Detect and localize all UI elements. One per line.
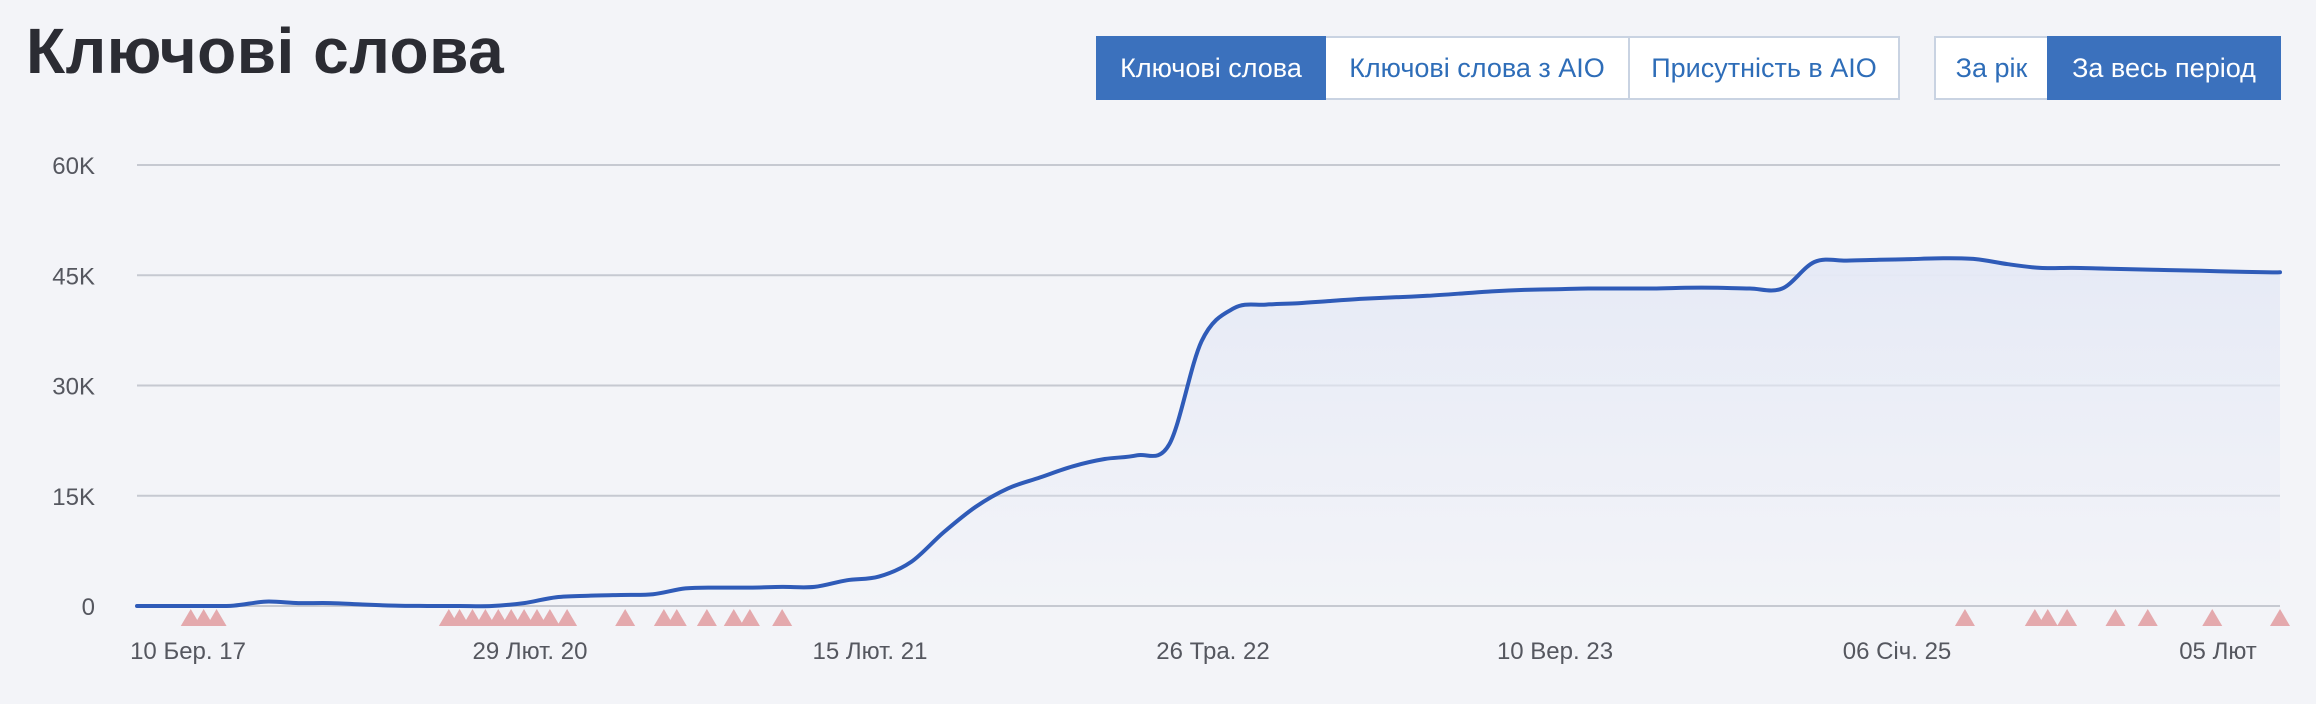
update-marker[interactable] bbox=[206, 609, 227, 626]
y-tick-label: 60K bbox=[52, 153, 95, 180]
series-line bbox=[135, 256, 2282, 609]
update-marker[interactable] bbox=[739, 609, 760, 626]
x-tick-label: 05 Лют bbox=[2179, 638, 2257, 665]
last-year-button[interactable]: За рік bbox=[1934, 36, 2049, 100]
all-time-button[interactable]: За весь період bbox=[2047, 36, 2281, 100]
update-marker[interactable] bbox=[2057, 609, 2078, 626]
update-marker[interactable] bbox=[2024, 609, 2045, 626]
update-marker[interactable] bbox=[180, 609, 201, 626]
update-marker[interactable] bbox=[723, 609, 744, 626]
area-fill bbox=[137, 258, 2280, 607]
page-title: Ключові слова bbox=[26, 15, 505, 87]
update-marker[interactable] bbox=[2105, 609, 2126, 626]
series-area bbox=[137, 258, 2280, 607]
update-marker[interactable] bbox=[1954, 609, 1975, 626]
update-marker[interactable] bbox=[526, 609, 547, 626]
update-marker[interactable] bbox=[2137, 609, 2158, 626]
update-marker[interactable] bbox=[2202, 609, 2223, 626]
update-marker[interactable] bbox=[514, 609, 535, 626]
update-marker[interactable] bbox=[193, 609, 214, 626]
period-toggle-group: За рік За весь період bbox=[1934, 36, 2281, 100]
line-series bbox=[135, 256, 2282, 609]
update-marker[interactable] bbox=[2037, 609, 2058, 626]
update-marker[interactable] bbox=[449, 609, 470, 626]
update-marker[interactable] bbox=[666, 609, 687, 626]
update-marker[interactable] bbox=[615, 609, 636, 626]
metric-toggle-group: Ключові слова Ключові слова з AIO Присут… bbox=[1096, 36, 1900, 100]
x-axis-labels: 10 Бер. 17 29 Лют. 20 15 Лют. 21 26 Тра. 22… bbox=[130, 638, 2257, 665]
update-marker[interactable] bbox=[539, 609, 560, 626]
x-tick-label: 06 Січ. 25 bbox=[1843, 638, 1952, 665]
x-tick-label: 29 Лют. 20 bbox=[473, 638, 588, 665]
update-marker[interactable] bbox=[772, 609, 793, 626]
update-marker[interactable] bbox=[2270, 609, 2290, 626]
keywords-button[interactable]: Ключові слова bbox=[1096, 36, 1326, 100]
x-tick-label: 10 Бер. 17 bbox=[130, 638, 246, 665]
y-tick-label: 30K bbox=[52, 374, 95, 401]
aio-presence-button[interactable]: Присутність в AIO bbox=[1628, 36, 1900, 100]
x-tick-label: 26 Тра. 22 bbox=[1156, 638, 1269, 665]
update-marker[interactable] bbox=[696, 609, 717, 626]
y-axis-labels: 0 15K 30K 45K 60K bbox=[52, 153, 95, 621]
update-marker[interactable] bbox=[501, 609, 522, 626]
update-marker[interactable] bbox=[462, 609, 483, 626]
update-marker[interactable] bbox=[475, 609, 496, 626]
update-markers bbox=[180, 609, 2290, 626]
y-tick-label: 0 bbox=[82, 594, 95, 621]
x-tick-label: 15 Лют. 21 bbox=[813, 638, 928, 665]
update-marker[interactable] bbox=[557, 609, 578, 626]
y-tick-label: 15K bbox=[52, 484, 95, 511]
y-tick-label: 45K bbox=[52, 263, 95, 290]
x-tick-label: 10 Вер. 23 bbox=[1497, 638, 1613, 665]
update-marker[interactable] bbox=[488, 609, 509, 626]
update-marker[interactable] bbox=[653, 609, 674, 626]
